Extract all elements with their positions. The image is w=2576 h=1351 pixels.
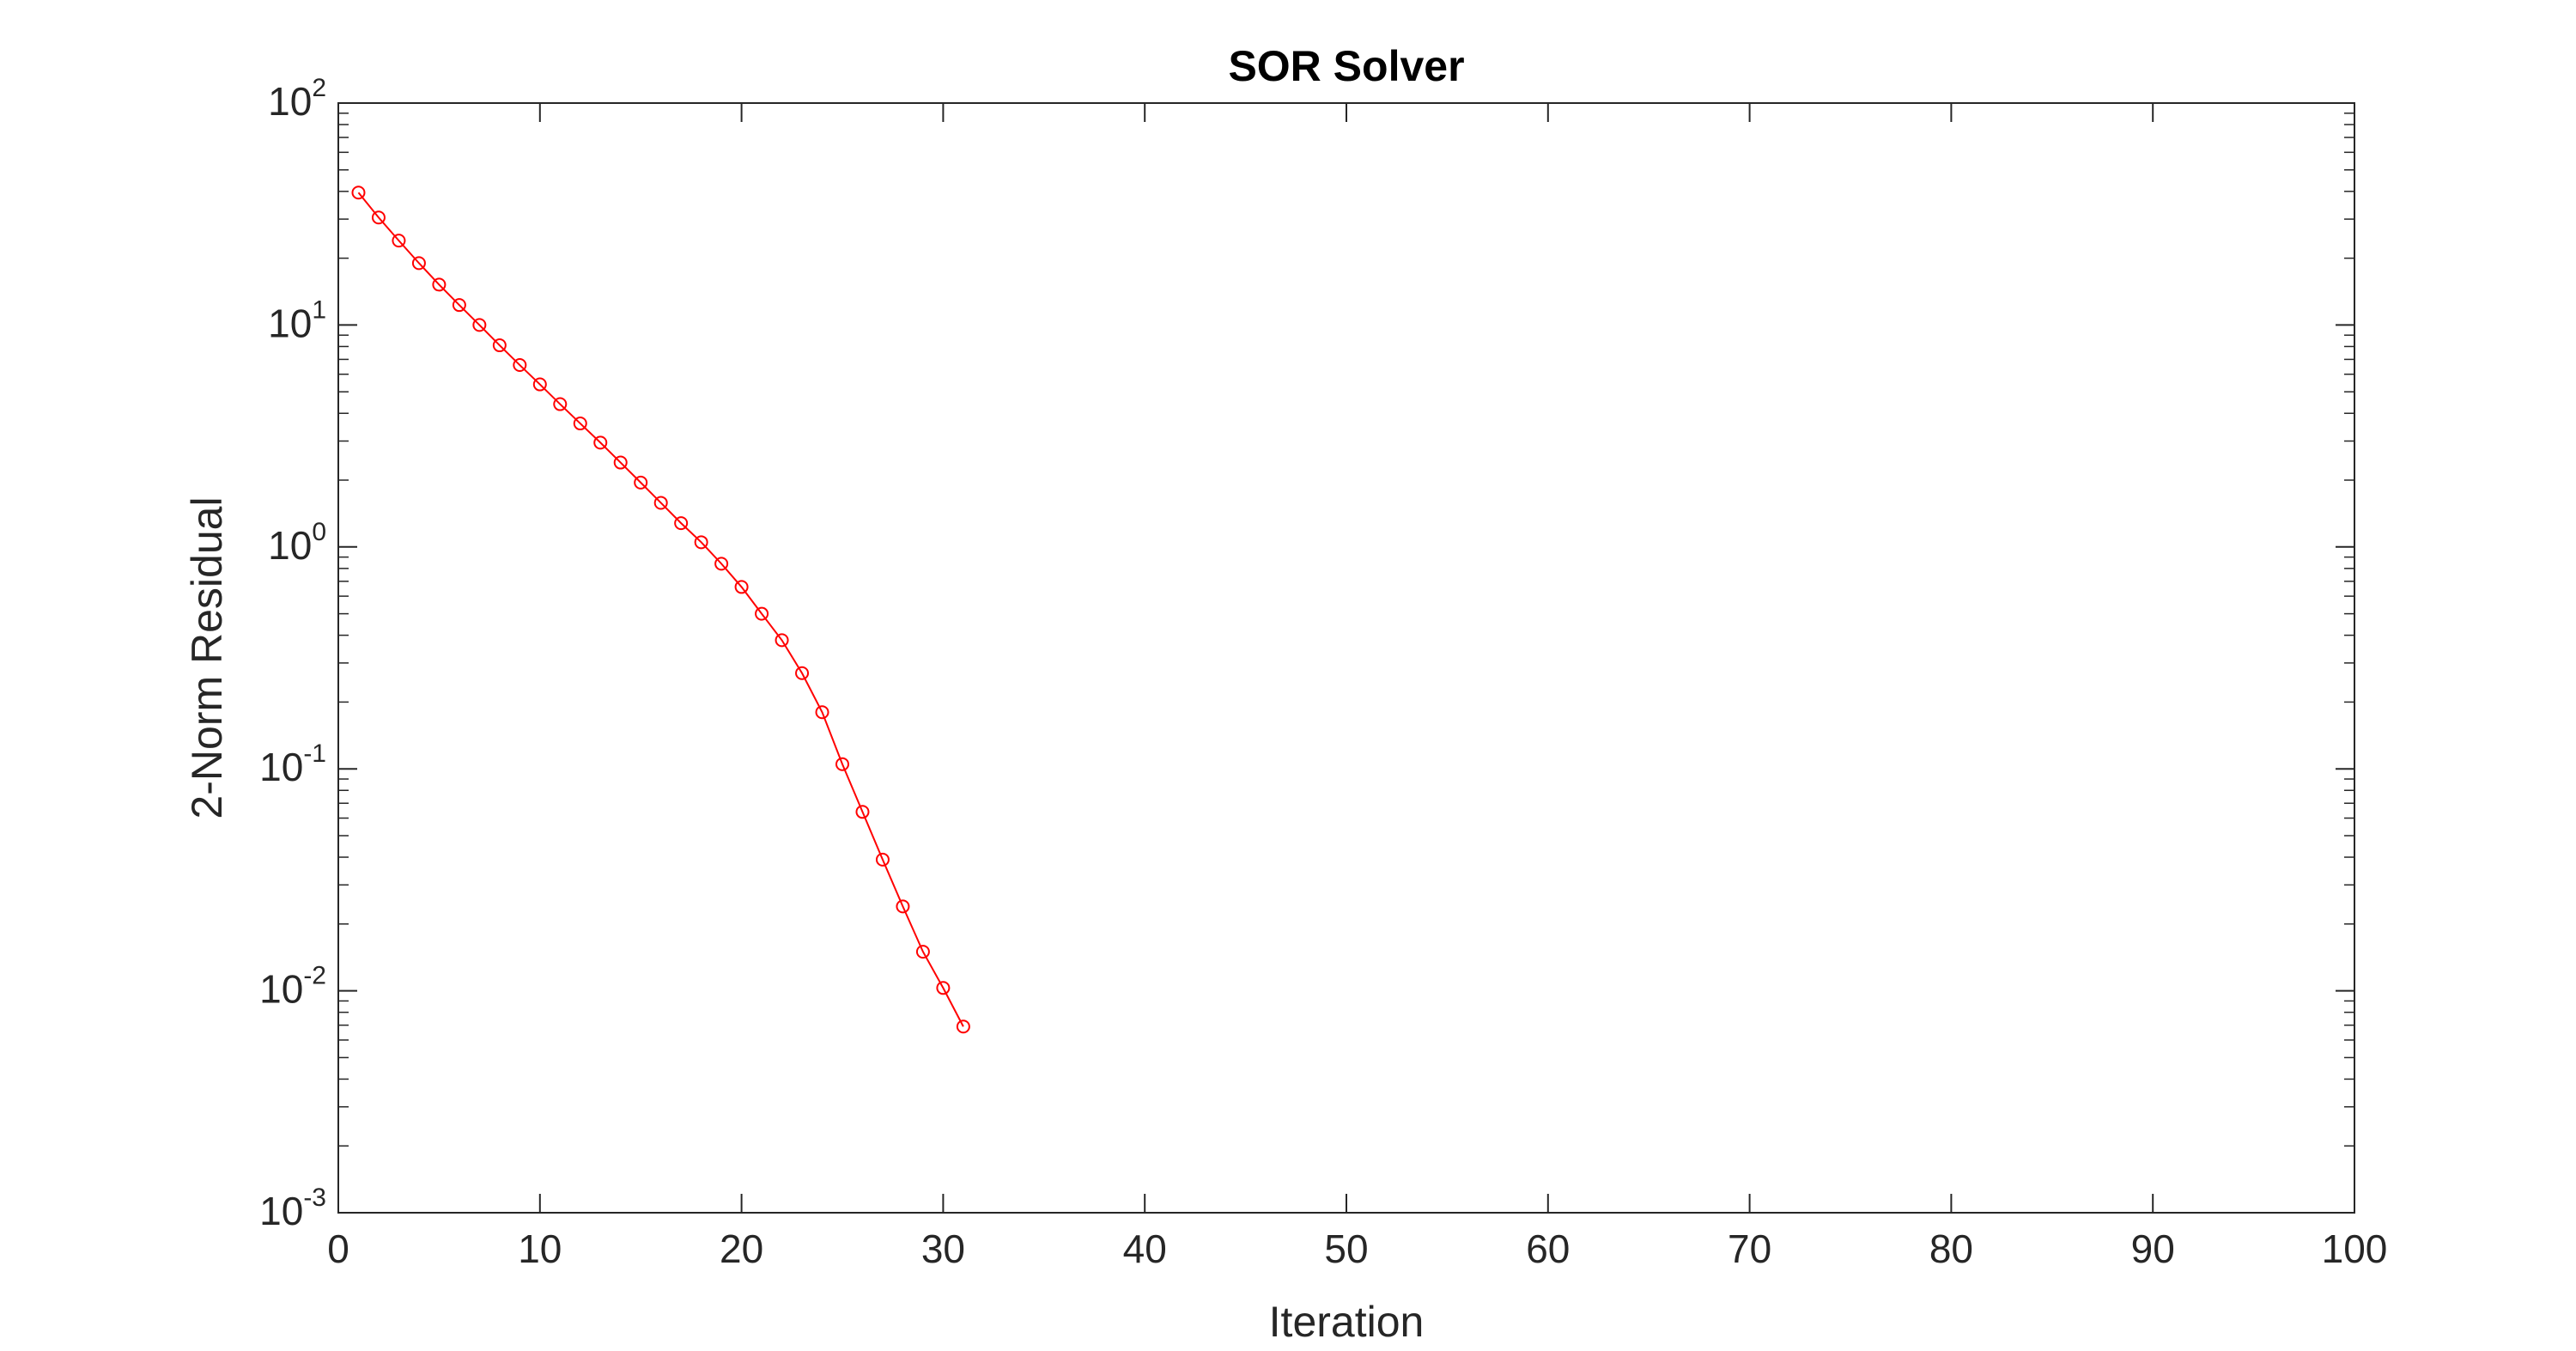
residual-point	[653, 496, 668, 510]
residual-point	[694, 535, 708, 550]
residual-point	[855, 805, 870, 819]
residual-point	[734, 580, 749, 594]
y-tick-exponent: -3	[303, 1184, 326, 1212]
residual-point	[634, 475, 648, 490]
y-tick-exponent: 0	[312, 518, 326, 546]
x-tick-label: 10	[518, 1226, 562, 1271]
y-tick-label: 102	[268, 74, 326, 124]
residual-point	[835, 757, 849, 771]
y-tick-exponent: 1	[312, 295, 326, 324]
x-tick-label: 20	[720, 1226, 763, 1271]
residual-point	[492, 338, 507, 353]
residual-point	[815, 705, 829, 720]
residual-point	[432, 277, 447, 292]
residual-point	[775, 633, 789, 648]
y-tick-label: 10-2	[259, 962, 326, 1012]
y-minor-ticks	[338, 113, 2354, 1147]
residual-point	[956, 1019, 970, 1034]
y-tick-label: 101	[268, 295, 326, 345]
y-tick-label: 100	[268, 518, 326, 568]
y-tick-exponent: 2	[312, 74, 326, 102]
x-tick-label: 60	[1526, 1226, 1570, 1271]
residual-point	[875, 852, 890, 867]
residual-line	[357, 192, 964, 1027]
y-tick-base: 10	[259, 967, 303, 1012]
residual-point	[755, 606, 769, 621]
y-tick-base: 10	[268, 79, 312, 124]
y-tick-exponent: -2	[303, 962, 326, 990]
y-axis-label: 2-Norm Residual	[183, 496, 231, 819]
chart-title: SOR Solver	[1228, 42, 1464, 90]
x-tick-label: 100	[2322, 1226, 2388, 1271]
residual-series	[351, 186, 970, 1034]
residual-point	[472, 318, 487, 332]
residual-point	[915, 945, 930, 959]
y-tick-exponent: -1	[303, 739, 326, 768]
x-tick-label: 90	[2131, 1226, 2175, 1271]
residual-point	[795, 666, 810, 680]
x-tick-label: 40	[1123, 1226, 1167, 1271]
residual-point	[593, 435, 608, 450]
y-tick-base: 10	[259, 745, 303, 789]
residual-point	[896, 899, 910, 914]
x-tick-label: 30	[921, 1226, 965, 1271]
x-axis-ticks: 0 10 20 30 40 50 60 70 80 90 100	[327, 103, 2387, 1271]
residual-point	[613, 455, 628, 470]
residual-point	[392, 234, 406, 248]
residual-point	[674, 516, 689, 531]
y-tick-base: 10	[259, 1189, 303, 1233]
residual-point	[553, 397, 568, 411]
y-tick-label: 10-1	[259, 739, 326, 789]
residual-point	[714, 557, 729, 571]
residual-point	[351, 186, 366, 200]
residual-point	[371, 210, 386, 225]
x-tick-label: 70	[1728, 1226, 1771, 1271]
residual-point	[573, 417, 587, 431]
x-axis-label: Iteration	[1269, 1298, 1425, 1346]
x-tick-label: 0	[327, 1226, 349, 1271]
y-tick-base: 10	[268, 301, 312, 345]
x-tick-label: 50	[1324, 1226, 1368, 1271]
y-tick-base: 10	[268, 523, 312, 568]
residual-point	[532, 377, 547, 392]
residual-point	[513, 358, 527, 373]
y-tick-label: 10-3	[259, 1184, 326, 1233]
plot-area	[337, 102, 2355, 1214]
x-tick-label: 80	[1929, 1226, 1973, 1271]
residual-point	[936, 981, 951, 995]
residual-point	[411, 256, 426, 271]
residual-point	[452, 298, 466, 313]
